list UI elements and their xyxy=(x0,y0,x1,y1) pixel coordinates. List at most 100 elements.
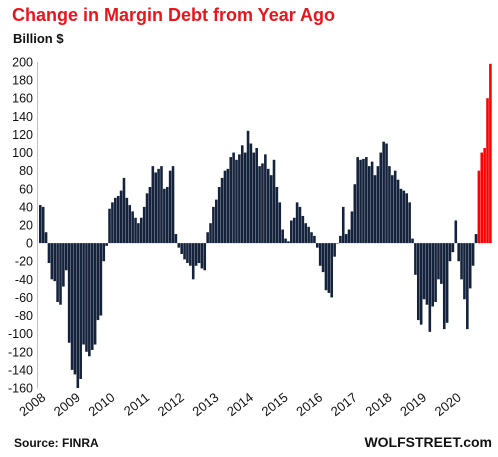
bar xyxy=(183,243,186,260)
bar xyxy=(151,166,155,244)
bar xyxy=(402,190,406,244)
bar xyxy=(269,175,273,244)
bar xyxy=(62,243,65,287)
bar xyxy=(70,243,74,370)
source-note: Source: FINRA xyxy=(14,436,99,450)
y-tick-label: -120 xyxy=(8,345,33,359)
bar xyxy=(47,243,51,264)
bar xyxy=(295,202,299,244)
bar xyxy=(477,170,481,244)
bar xyxy=(67,243,71,343)
bar xyxy=(336,243,339,244)
bar xyxy=(460,243,463,280)
bar xyxy=(284,238,287,244)
bar xyxy=(217,186,221,244)
bar xyxy=(76,243,80,388)
bar xyxy=(154,172,157,244)
bar xyxy=(108,208,111,244)
y-tick-label: 180 xyxy=(12,74,33,88)
x-tick-label: 2020 xyxy=(432,390,464,420)
bar xyxy=(122,177,126,244)
bar xyxy=(468,243,472,289)
bar xyxy=(229,157,233,244)
y-tick-label: 200 xyxy=(12,56,33,70)
bar xyxy=(350,211,354,244)
x-tick-label: 2011 xyxy=(121,390,152,419)
bar xyxy=(315,243,319,248)
bar xyxy=(50,243,54,280)
bar xyxy=(165,186,169,244)
y-tick-label: -80 xyxy=(15,309,33,323)
bar xyxy=(215,199,218,244)
bar xyxy=(186,243,189,264)
bar xyxy=(116,196,120,244)
bar xyxy=(356,157,359,244)
bar xyxy=(137,223,140,244)
bar xyxy=(486,98,489,244)
bar xyxy=(73,243,77,375)
bar xyxy=(388,166,391,244)
chart-unit-label: Billion $ xyxy=(13,31,64,46)
bar xyxy=(142,206,146,244)
bar xyxy=(408,202,411,244)
bar xyxy=(290,220,293,244)
y-tick-label: -40 xyxy=(15,273,33,287)
bar xyxy=(313,235,316,244)
bar xyxy=(448,243,452,262)
bar xyxy=(41,206,45,244)
bar xyxy=(88,243,91,357)
bar xyxy=(148,186,152,244)
bar xyxy=(44,232,48,244)
x-tick-label: 2009 xyxy=(51,390,83,420)
bar xyxy=(382,141,385,244)
bar xyxy=(220,177,224,244)
y-tick-label: -60 xyxy=(15,291,33,305)
bar xyxy=(379,152,383,244)
bar xyxy=(79,243,82,379)
y-tick-label: -160 xyxy=(8,382,33,396)
bar xyxy=(341,206,345,244)
bar xyxy=(278,202,282,244)
bar xyxy=(191,243,195,280)
bar xyxy=(102,243,106,262)
bar xyxy=(197,243,201,264)
bar xyxy=(437,243,440,280)
bar xyxy=(442,243,446,330)
y-tick-label: 80 xyxy=(19,164,33,178)
bar xyxy=(451,243,455,253)
bar xyxy=(359,159,362,244)
y-tick-label: 140 xyxy=(12,110,33,124)
bar xyxy=(119,190,123,244)
bar xyxy=(405,193,409,244)
bar xyxy=(168,170,172,244)
bar xyxy=(399,188,403,244)
x-tick-label: 2013 xyxy=(189,390,221,420)
bar xyxy=(93,243,97,345)
bar xyxy=(39,205,42,244)
bar xyxy=(53,243,57,282)
x-axis-tick-labels: 2008 2009 2010 2011 2012 2013 2014 2015 2016 2017… xyxy=(16,390,464,420)
bar xyxy=(223,170,227,244)
bar xyxy=(128,205,132,244)
bar xyxy=(321,243,325,273)
bar xyxy=(454,220,458,244)
x-tick-label: 2012 xyxy=(155,390,187,420)
bar xyxy=(240,145,244,244)
bar xyxy=(466,243,469,330)
bar xyxy=(376,166,380,244)
bar xyxy=(177,243,181,248)
bar xyxy=(419,243,423,325)
bar xyxy=(471,243,475,266)
bar xyxy=(145,193,149,244)
bar xyxy=(96,243,100,321)
bar xyxy=(327,243,331,293)
bar xyxy=(330,243,334,298)
bar xyxy=(416,243,420,321)
bar xyxy=(440,243,443,284)
bar xyxy=(174,234,178,244)
bar xyxy=(160,166,163,244)
bar xyxy=(59,243,62,305)
bar xyxy=(365,157,368,244)
bar xyxy=(209,223,212,244)
